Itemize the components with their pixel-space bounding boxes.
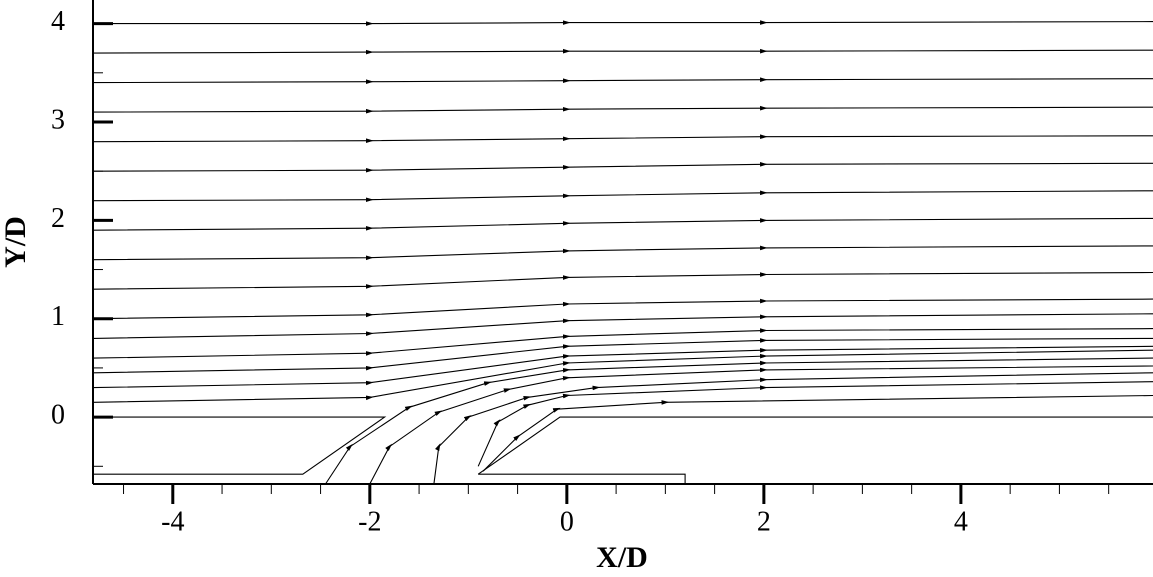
streamline xyxy=(93,190,1153,203)
streamline xyxy=(93,217,1153,231)
x-tick-label: 2 xyxy=(757,506,771,537)
streamline xyxy=(93,313,1153,339)
y-tick-label: 4 xyxy=(51,6,65,37)
streamline xyxy=(93,271,1153,290)
streamline xyxy=(477,381,1153,467)
streamline xyxy=(93,328,1153,359)
streamline xyxy=(93,48,1153,55)
wall-outline xyxy=(93,416,387,475)
y-tick-label: 2 xyxy=(51,203,65,234)
streamline xyxy=(93,245,1153,261)
x-tick-label: -2 xyxy=(358,506,381,537)
streamline xyxy=(93,134,1153,144)
y-tick-label: 3 xyxy=(51,104,65,135)
y-tick-label: 0 xyxy=(51,400,65,431)
y-axis-label: Y/D xyxy=(0,216,32,268)
streamline xyxy=(93,105,1153,114)
x-axis-label: X/D xyxy=(596,541,648,574)
streamline xyxy=(93,77,1153,85)
wall-outline xyxy=(477,416,1153,475)
streamline xyxy=(93,298,1153,320)
wall-outline xyxy=(478,473,686,484)
streamline xyxy=(433,372,1153,485)
x-tick-label: 4 xyxy=(954,506,968,537)
streamline xyxy=(93,162,1153,173)
streamline xyxy=(93,349,1153,403)
x-tick-label: -4 xyxy=(161,506,184,537)
streamline xyxy=(325,357,1153,485)
streamline xyxy=(482,394,1153,472)
x-tick-label: 0 xyxy=(560,506,574,537)
streamline xyxy=(94,20,1153,26)
y-tick-label: 1 xyxy=(51,301,65,332)
